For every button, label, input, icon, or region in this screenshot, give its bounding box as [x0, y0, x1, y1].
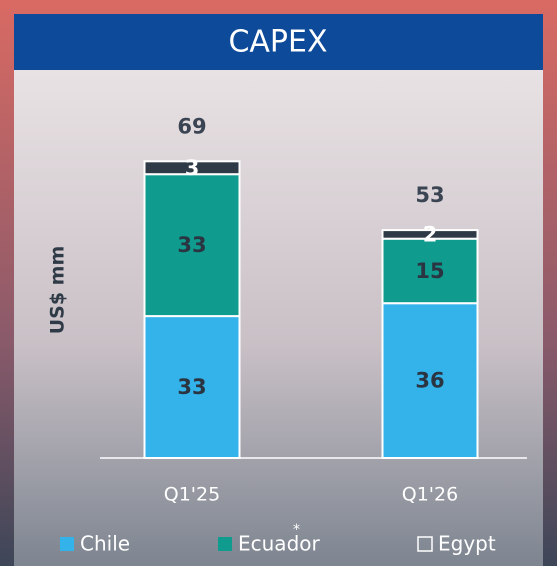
bar-segment — [381, 237, 479, 305]
value-label: 3 — [185, 156, 200, 180]
x-tick-label: Q1'26 — [402, 484, 458, 506]
value-label: 36 — [415, 369, 444, 393]
x-tick-label: Q1'25 — [164, 484, 220, 506]
legend-swatch — [60, 537, 74, 551]
total-label: 53 — [415, 183, 444, 207]
header-bar — [14, 14, 543, 70]
legend-swatch — [218, 537, 232, 551]
chart-title: CAPEX — [228, 25, 327, 60]
legend-label: Ecuador — [238, 532, 320, 556]
legend-label: Egypt — [438, 532, 496, 556]
y-axis-label: US$ mm — [47, 246, 69, 335]
value-label: 15 — [415, 259, 444, 283]
bar-segment — [143, 160, 241, 176]
bar-segment — [381, 302, 479, 460]
legend-label: Chile — [80, 532, 130, 556]
value-label: 33 — [177, 233, 206, 257]
legend-note: * — [293, 522, 300, 538]
total-label: 69 — [177, 114, 206, 138]
bar-segment — [143, 173, 241, 318]
value-label: 33 — [177, 375, 206, 399]
legend-swatch — [417, 536, 433, 552]
bar-segment — [381, 229, 479, 240]
value-label: 2 — [423, 222, 438, 246]
